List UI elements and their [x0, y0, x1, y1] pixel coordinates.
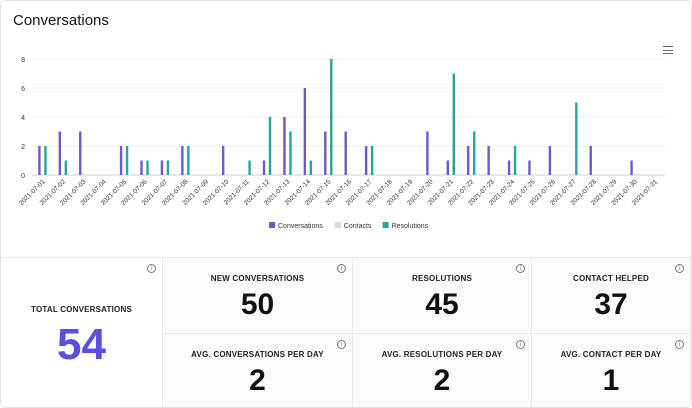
y-tick-label: 2	[21, 144, 25, 151]
bar-resolutions	[370, 146, 374, 175]
bar-conversations	[324, 131, 327, 175]
bar-resolutions	[513, 146, 517, 175]
stat-card-total: i TOTAL CONVERSATIONS 54	[1, 258, 163, 407]
bar-conversations	[446, 160, 449, 175]
bar-conversations	[283, 117, 286, 175]
stat-label: TOTAL CONVERSATIONS	[31, 305, 132, 314]
stat-value: 50	[240, 288, 275, 321]
bar-resolutions	[268, 117, 272, 175]
stats-grid: i TOTAL CONVERSATIONS 54 i NEW CONVERSAT…	[1, 257, 691, 407]
bar-conversations	[181, 146, 184, 175]
stat-value: 1	[602, 364, 620, 397]
info-icon[interactable]: i	[675, 340, 684, 349]
bar-conversations	[160, 160, 164, 175]
stat-label: AVG. RESOLUTIONS PER DAY	[381, 350, 503, 359]
legend-label: Resolutions	[392, 223, 429, 230]
bar-conversations	[548, 146, 552, 175]
bar-resolutions	[248, 160, 251, 175]
bar-conversations	[38, 146, 41, 175]
bar-resolutions	[146, 160, 149, 175]
hamburger-menu-icon[interactable]	[663, 46, 673, 54]
stat-value: 54	[57, 320, 106, 369]
bar-conversations	[119, 146, 123, 175]
info-icon[interactable]: i	[675, 264, 684, 273]
page-title: Conversations	[13, 12, 109, 29]
stat-label: RESOLUTIONS	[412, 274, 472, 283]
info-icon[interactable]: i	[516, 340, 525, 349]
bar-resolutions	[125, 146, 129, 175]
y-tick-label: 6	[21, 86, 25, 93]
stat-value: 37	[594, 288, 628, 321]
bar-resolutions	[166, 160, 170, 175]
bar-resolutions	[289, 131, 292, 175]
stat-label: AVG. CONTACT PER DAY	[560, 350, 662, 359]
bar-conversations	[221, 146, 225, 175]
bar-conversations	[487, 146, 490, 175]
y-tick-label: 4	[21, 115, 25, 122]
bar-resolutions	[187, 146, 190, 175]
legend-swatch	[382, 222, 389, 228]
info-icon[interactable]: i	[337, 264, 346, 273]
legend-label: Contacts	[344, 223, 372, 230]
info-icon[interactable]: i	[147, 264, 156, 273]
bar-resolutions	[330, 59, 333, 175]
stat-card-new-conversations: i NEW CONVERSATIONS 50	[163, 258, 353, 334]
bar-conversations	[344, 131, 347, 175]
bar-resolutions	[44, 146, 47, 175]
legend-swatch	[334, 222, 341, 228]
y-tick-label: 0	[21, 173, 25, 180]
stat-value: 45	[425, 288, 459, 321]
y-tick-label: 8	[21, 57, 25, 64]
bar-resolutions	[64, 160, 68, 175]
stat-label: NEW CONVERSATIONS	[210, 274, 305, 283]
info-icon[interactable]: i	[516, 264, 525, 273]
bar-conversations	[467, 146, 470, 175]
bar-conversations	[79, 131, 82, 175]
stat-card-avg-conversations: i AVG. CONVERSATIONS PER DAY 2	[163, 334, 353, 407]
bar-conversations	[58, 131, 62, 175]
bar-conversations	[303, 88, 307, 175]
bar-resolutions	[575, 102, 578, 175]
legend-swatch	[269, 222, 275, 228]
stat-card-avg-contact: i AVG. CONTACT PER DAY 1	[532, 334, 691, 407]
legend-label: Conversations	[278, 223, 323, 230]
bar-conversations	[426, 131, 429, 175]
bar-conversations	[528, 160, 531, 175]
bar-resolutions	[473, 131, 476, 175]
bar-conversations	[507, 160, 511, 175]
stat-label: CONTACT HELPED	[573, 274, 649, 283]
bar-conversations	[140, 160, 143, 175]
bar-resolutions	[452, 73, 455, 175]
conversations-chart: 024682021-07-012021-07-022021-07-032021-…	[18, 57, 665, 230]
stat-value: 2	[433, 364, 451, 397]
bar-resolutions	[309, 160, 313, 175]
bar-conversations	[630, 160, 633, 175]
bar-conversations	[589, 146, 592, 175]
stat-card-resolutions: i RESOLUTIONS 45	[353, 258, 532, 334]
stat-value: 2	[249, 364, 266, 397]
info-icon[interactable]: i	[337, 340, 346, 349]
stat-card-contact-helped: i CONTACT HELPED 37	[532, 258, 691, 334]
stat-card-avg-resolutions: i AVG. RESOLUTIONS PER DAY 2	[353, 334, 532, 407]
bar-conversations	[364, 146, 368, 175]
stat-label: AVG. CONVERSATIONS PER DAY	[191, 350, 324, 359]
bar-conversations	[262, 160, 266, 175]
